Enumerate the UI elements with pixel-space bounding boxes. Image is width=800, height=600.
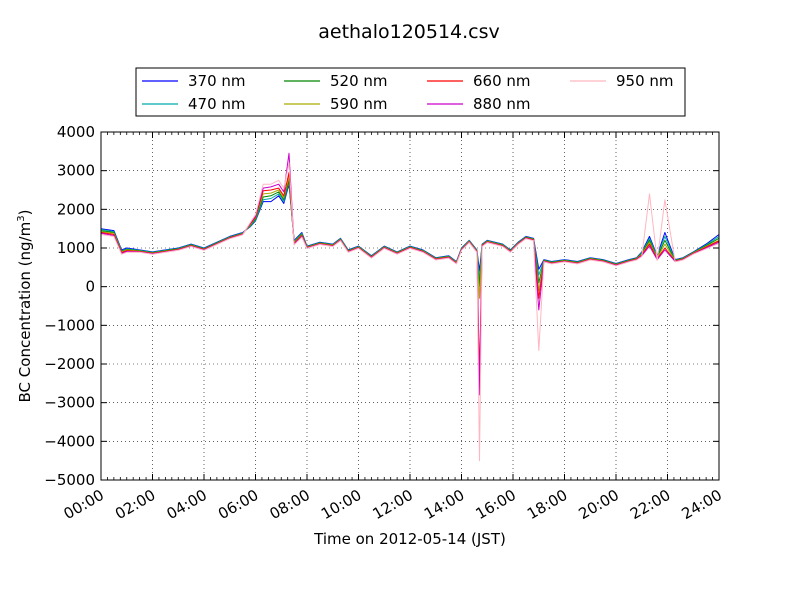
y-tick-label: 1000 <box>57 239 95 257</box>
legend-label: 470 nm <box>188 95 246 113</box>
y-tick-label: −1000 <box>44 316 95 334</box>
axis-ticks <box>100 131 720 481</box>
y-tick-label: 3000 <box>57 162 95 180</box>
y-tick-label: 2000 <box>57 200 95 218</box>
legend-label: 660 nm <box>473 72 531 90</box>
legend-label: 520 nm <box>330 72 388 90</box>
series-lines <box>100 152 720 462</box>
series-line-950-nm <box>100 162 720 462</box>
legend-label: 590 nm <box>330 95 388 113</box>
legend: 370 nm 470 nm 520 nm 590 nm 660 nm 880 nm 950 … <box>135 67 686 117</box>
y-axis-label-main: BC Concentration (ng/m <box>16 222 34 403</box>
x-axis-label: Time on 2012-05-14 (JST) <box>313 530 506 548</box>
legend-label: 950 nm <box>616 72 674 90</box>
legend-box <box>135 67 686 117</box>
y-tick-label: −4000 <box>44 432 95 450</box>
y-tick-label: −3000 <box>44 394 95 412</box>
legend-label: 370 nm <box>188 72 246 90</box>
y-tick-label: −5000 <box>44 471 95 489</box>
y-axis-label-superscript: 3 <box>16 215 27 221</box>
chart-title: aethalo120514.csv <box>318 21 500 43</box>
y-tick-label: 4000 <box>57 123 95 141</box>
y-tick-label: 0 <box>85 278 95 296</box>
y-tick-labels: 4000 3000 2000 1000 0 −1000 −2000 −3000 −4000 −50… <box>44 123 95 489</box>
y-axis-label: BC Concentration (ng/m3) <box>16 210 34 403</box>
y-tick-label: −2000 <box>44 355 95 373</box>
y-axis-label-end: ) <box>16 210 34 216</box>
legend-label: 880 nm <box>473 95 531 113</box>
